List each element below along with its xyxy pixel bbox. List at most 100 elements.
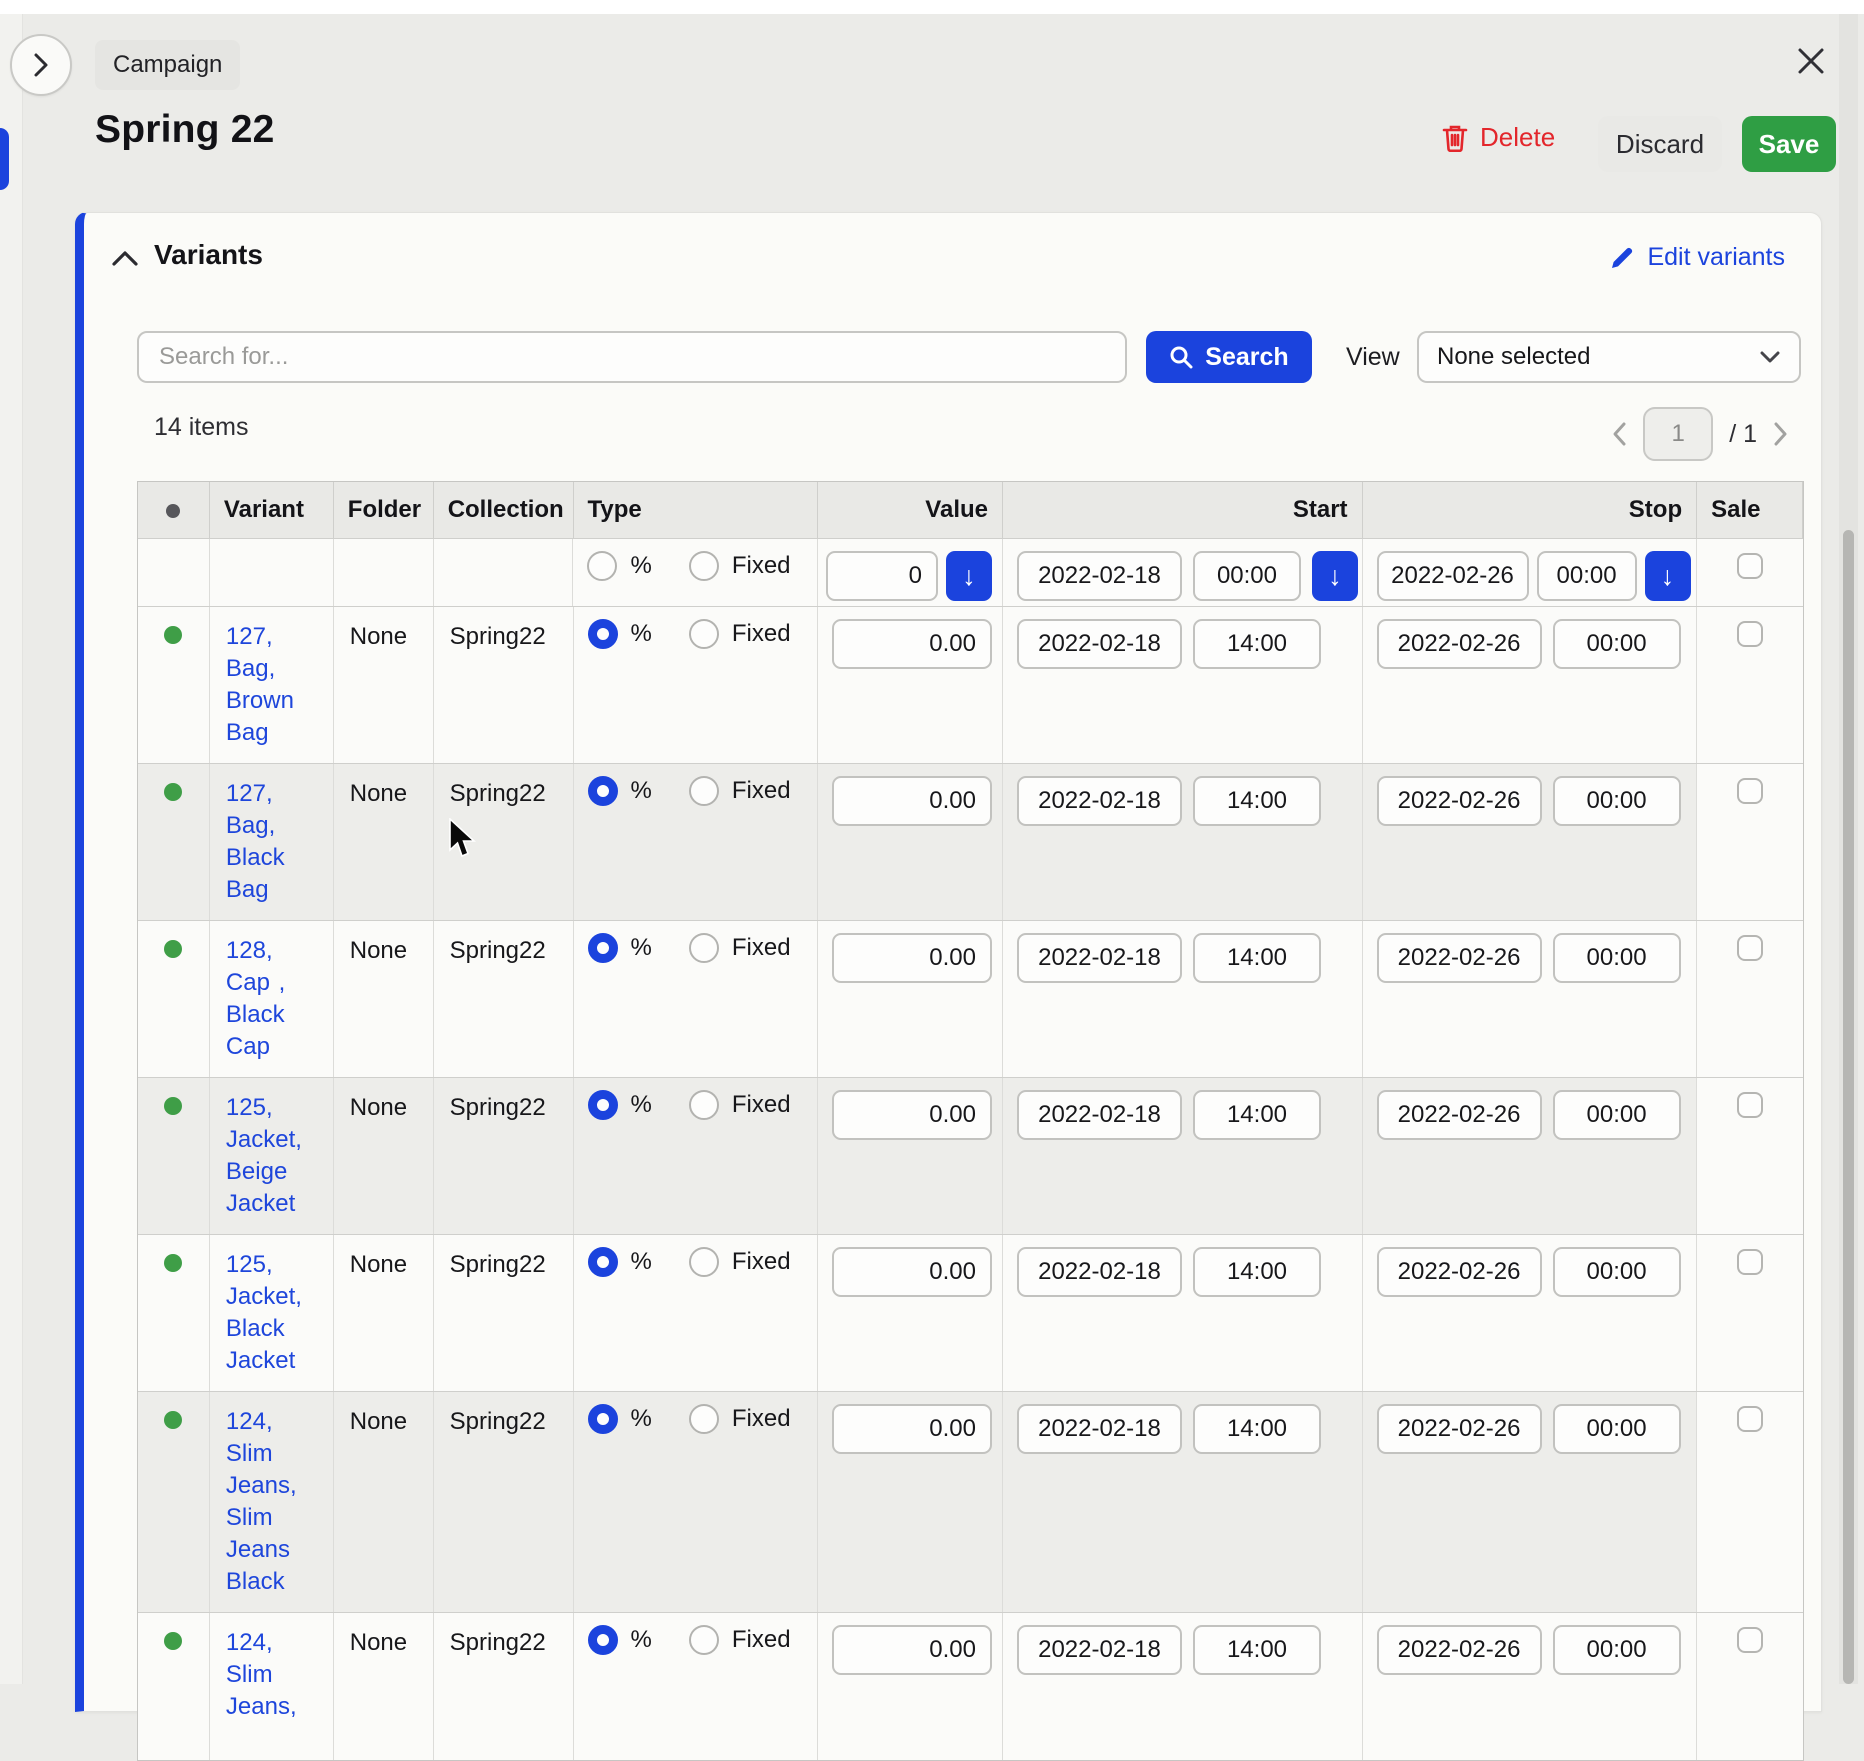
percent-label: % (631, 1405, 652, 1433)
start-time-input[interactable] (1193, 1247, 1321, 1297)
start-time-input[interactable] (1193, 933, 1321, 983)
bulk-fixed-radio[interactable] (689, 551, 719, 581)
save-button[interactable]: Save (1742, 116, 1836, 172)
bulk-percent-radio[interactable] (587, 551, 617, 581)
start-date-input[interactable] (1017, 619, 1182, 669)
percent-radio[interactable] (588, 1404, 618, 1434)
next-page-button[interactable] (1773, 421, 1789, 447)
bulk-start-time-input[interactable] (1193, 551, 1301, 601)
percent-radio[interactable] (588, 776, 618, 806)
fixed-radio[interactable] (689, 933, 719, 963)
bulk-sale-checkbox[interactable] (1737, 553, 1763, 579)
stop-date-input[interactable] (1377, 619, 1542, 669)
delete-button[interactable]: Delete (1442, 122, 1555, 153)
start-date-input[interactable] (1017, 933, 1182, 983)
start-time-input[interactable] (1193, 619, 1321, 669)
stop-time-input[interactable] (1553, 1625, 1681, 1675)
variant-link[interactable]: 127, Bag, Brown Bag (210, 607, 333, 763)
value-input[interactable] (832, 1625, 992, 1675)
stop-date-input[interactable] (1377, 1090, 1542, 1140)
close-button[interactable] (1794, 44, 1828, 78)
sale-checkbox[interactable] (1737, 621, 1763, 647)
discard-button[interactable]: Discard (1598, 116, 1722, 172)
percent-radio[interactable] (588, 1090, 618, 1120)
start-date-input[interactable] (1017, 1404, 1182, 1454)
value-input[interactable] (832, 933, 992, 983)
percent-radio[interactable] (588, 1625, 618, 1655)
stop-time-input[interactable] (1553, 933, 1681, 983)
sale-checkbox[interactable] (1737, 1092, 1763, 1118)
arrow-down-icon: ↓ (1328, 561, 1342, 592)
value-input[interactable] (832, 619, 992, 669)
folder-value: None (334, 1235, 434, 1391)
start-time-input[interactable] (1193, 1090, 1321, 1140)
fixed-radio[interactable] (689, 776, 719, 806)
apply-start-down-button[interactable]: ↓ (1312, 551, 1358, 601)
view-dropdown[interactable]: None selected (1417, 331, 1801, 383)
value-input[interactable] (832, 1247, 992, 1297)
bulk-value-input[interactable] (826, 551, 938, 601)
variant-link[interactable]: 128, Cap , Black Cap (210, 921, 333, 1077)
sale-checkbox[interactable] (1737, 935, 1763, 961)
stop-date-input[interactable] (1377, 1404, 1542, 1454)
variant-link[interactable]: 124, Slim Jeans, Slim Jeans Black (210, 1392, 333, 1612)
fixed-radio[interactable] (689, 1404, 719, 1434)
variant-link[interactable]: 127, Bag, Black Bag (210, 764, 333, 920)
start-time-input[interactable] (1193, 1625, 1321, 1675)
previous-page-button[interactable] (1611, 421, 1627, 447)
sale-checkbox[interactable] (1737, 1627, 1763, 1653)
fixed-radio[interactable] (689, 619, 719, 649)
fixed-radio[interactable] (689, 1090, 719, 1120)
variant-link[interactable]: 125, Jacket, Beige Jacket (210, 1078, 333, 1234)
value-input[interactable] (832, 1090, 992, 1140)
stop-time-input[interactable] (1553, 776, 1681, 826)
value-input[interactable] (832, 776, 992, 826)
stop-time-input[interactable] (1553, 619, 1681, 669)
fixed-radio[interactable] (689, 1625, 719, 1655)
sale-checkbox[interactable] (1737, 1249, 1763, 1275)
page-total: / 1 (1729, 420, 1757, 449)
arrow-down-icon: ↓ (1661, 561, 1675, 592)
variant-link[interactable]: 124, Slim Jeans, (210, 1613, 333, 1737)
collapse-section-button[interactable] (110, 249, 140, 269)
start-date-input[interactable] (1017, 1247, 1182, 1297)
sale-checkbox[interactable] (1737, 1406, 1763, 1432)
value-input[interactable] (832, 1404, 992, 1454)
percent-radio[interactable] (588, 933, 618, 963)
search-input[interactable] (137, 331, 1127, 383)
bulk-stop-date-input[interactable] (1377, 551, 1529, 601)
stop-time-input[interactable] (1553, 1090, 1681, 1140)
stop-time-input[interactable] (1553, 1404, 1681, 1454)
select-all-dot[interactable] (166, 504, 180, 518)
start-date-input[interactable] (1017, 776, 1182, 826)
table-body: 127, Bag, Brown Bag None Spring22 % Fixe… (138, 606, 1803, 1760)
variants-table: Variant Folder Collection Type Value Sta… (137, 481, 1804, 1761)
scrollbar-thumb[interactable] (1843, 530, 1854, 1684)
fixed-radio[interactable] (689, 1247, 719, 1277)
bulk-start-date-input[interactable] (1017, 551, 1182, 601)
header-value: Value (818, 482, 1003, 538)
percent-radio[interactable] (588, 619, 618, 649)
expand-sidebar-button[interactable] (10, 34, 72, 96)
percent-radio[interactable] (588, 1247, 618, 1277)
start-time-input[interactable] (1193, 776, 1321, 826)
breadcrumb-label: Campaign (113, 51, 222, 79)
stop-date-input[interactable] (1377, 1247, 1542, 1297)
apply-stop-down-button[interactable]: ↓ (1645, 551, 1691, 601)
stop-date-input[interactable] (1377, 776, 1542, 826)
sale-checkbox[interactable] (1737, 778, 1763, 804)
variant-link[interactable]: 125, Jacket, Black Jacket (210, 1235, 333, 1391)
stop-date-input[interactable] (1377, 933, 1542, 983)
fixed-label: Fixed (732, 1626, 791, 1654)
stop-time-input[interactable] (1553, 1247, 1681, 1297)
current-page-input[interactable]: 1 (1643, 407, 1713, 461)
search-button[interactable]: Search (1146, 331, 1312, 383)
start-date-input[interactable] (1017, 1625, 1182, 1675)
start-time-input[interactable] (1193, 1404, 1321, 1454)
stop-date-input[interactable] (1377, 1625, 1542, 1675)
edit-variants-link[interactable]: Edit variants (1609, 243, 1785, 272)
bulk-stop-time-input[interactable] (1537, 551, 1637, 601)
start-date-input[interactable] (1017, 1090, 1182, 1140)
apply-value-down-button[interactable]: ↓ (946, 551, 992, 601)
status-dot (164, 1097, 182, 1115)
